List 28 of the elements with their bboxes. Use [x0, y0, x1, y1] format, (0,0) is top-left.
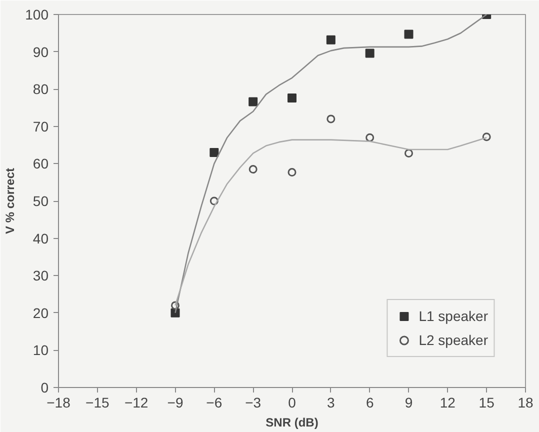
- x-tick-label: −9: [167, 394, 184, 410]
- x-tick-label: 12: [440, 394, 456, 410]
- y-tick-label: 90: [32, 44, 49, 60]
- x-axis-title: SNR (dB): [266, 416, 318, 430]
- y-tick-label: 70: [32, 118, 49, 134]
- x-tick-label: 18: [518, 394, 534, 410]
- x-tick-label: 0: [288, 394, 296, 410]
- x-tick-label: 15: [478, 394, 495, 410]
- y-tick-label: 10: [32, 342, 49, 358]
- y-tick-label: 50: [32, 193, 49, 209]
- legend-label: L2 speaker: [418, 332, 488, 348]
- y-tick-label: 80: [32, 81, 49, 98]
- x-tick-label: 3: [327, 394, 336, 410]
- y-tick-label: 0: [40, 380, 49, 396]
- x-tick-label: −12: [124, 394, 148, 410]
- y-tick-label: 40: [32, 230, 49, 246]
- x-tick-label: 9: [404, 394, 413, 410]
- x-tick-label: −15: [86, 394, 110, 410]
- x-tick-label: −18: [46, 394, 71, 410]
- x-tick-label: −3: [245, 394, 262, 410]
- y-tick-label: 100: [25, 6, 49, 22]
- x-tick-label: 6: [366, 394, 374, 410]
- y-tick-label: 60: [32, 156, 49, 172]
- y-axis-title: V % correct: [3, 168, 18, 234]
- y-tick-label: 20: [32, 304, 49, 321]
- legend-label: L1 speaker: [418, 308, 488, 324]
- x-tick-label: −6: [206, 394, 222, 410]
- y-tick-label: 30: [32, 268, 49, 284]
